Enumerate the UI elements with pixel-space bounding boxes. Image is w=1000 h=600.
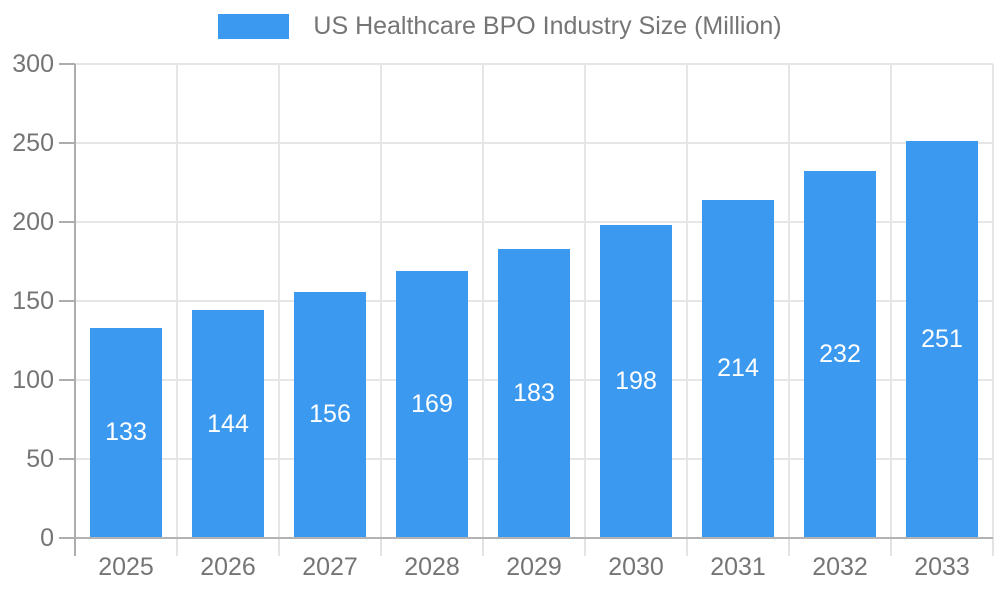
x-axis-tick <box>788 538 790 556</box>
x-axis-label: 2030 <box>608 553 664 581</box>
y-axis-label: 150 <box>12 287 54 315</box>
bar[interactable]: 144 <box>192 310 264 538</box>
gridline-vertical <box>584 64 586 538</box>
bar-value-label: 214 <box>717 354 759 383</box>
bar-value-label: 156 <box>309 400 351 429</box>
x-axis-tick <box>992 538 994 556</box>
y-axis-tick <box>59 379 75 381</box>
y-axis-tick <box>59 458 75 460</box>
x-axis-tick <box>890 538 892 556</box>
x-axis-tick <box>380 538 382 556</box>
y-axis-line <box>74 64 76 556</box>
x-axis-label: 2025 <box>98 553 154 581</box>
gridline-vertical <box>992 64 994 538</box>
bar[interactable]: 183 <box>498 248 570 538</box>
bar-value-label: 169 <box>411 389 453 418</box>
x-axis-tick <box>584 538 586 556</box>
bar-value-label: 133 <box>105 418 147 447</box>
y-axis-tick <box>59 300 75 302</box>
bar[interactable]: 169 <box>396 270 468 538</box>
x-axis-label: 2027 <box>302 553 358 581</box>
y-axis-tick <box>59 142 75 144</box>
x-axis-label: 2028 <box>404 553 460 581</box>
x-axis-label: 2033 <box>914 553 970 581</box>
gridline-vertical <box>176 64 178 538</box>
x-axis-line <box>75 537 993 539</box>
legend-label[interactable]: US Healthcare BPO Industry Size (Million… <box>313 12 782 40</box>
y-axis-label: 250 <box>12 129 54 157</box>
bar-value-label: 183 <box>513 378 555 407</box>
gridline-horizontal <box>75 63 993 65</box>
y-axis-label: 50 <box>26 445 54 473</box>
gridline-vertical <box>380 64 382 538</box>
x-axis-tick <box>176 538 178 556</box>
gridline-vertical <box>482 64 484 538</box>
bar[interactable]: 251 <box>906 141 978 538</box>
x-axis-label: 2029 <box>506 553 562 581</box>
x-axis-tick <box>278 538 280 556</box>
y-axis-tick <box>59 63 75 65</box>
gridline-horizontal <box>75 142 993 144</box>
gridline-vertical <box>890 64 892 538</box>
y-axis-tick <box>59 537 75 539</box>
y-axis-label: 300 <box>12 50 54 78</box>
bar-value-label: 251 <box>921 325 963 354</box>
bar[interactable]: 133 <box>90 327 162 538</box>
x-axis-label: 2032 <box>812 553 868 581</box>
gridline-vertical <box>788 64 790 538</box>
bar-value-label: 144 <box>207 409 249 438</box>
legend: US Healthcare BPO Industry Size (Million… <box>0 12 1000 41</box>
bar[interactable]: 198 <box>600 225 672 538</box>
x-axis-label: 2031 <box>710 553 766 581</box>
gridline-horizontal <box>75 221 993 223</box>
x-axis-tick <box>686 538 688 556</box>
bar[interactable]: 232 <box>804 171 876 538</box>
legend-swatch[interactable] <box>218 14 290 39</box>
bar-value-label: 198 <box>615 367 657 396</box>
bar[interactable]: 214 <box>702 199 774 538</box>
bar[interactable]: 156 <box>294 291 366 538</box>
y-axis-label: 100 <box>12 366 54 394</box>
gridline-vertical <box>278 64 280 538</box>
bar-value-label: 232 <box>819 340 861 369</box>
y-axis-tick <box>59 221 75 223</box>
x-axis-label: 2026 <box>200 553 256 581</box>
y-axis-label: 0 <box>40 524 54 552</box>
x-axis-tick <box>482 538 484 556</box>
y-axis-label: 200 <box>12 208 54 236</box>
gridline-vertical <box>686 64 688 538</box>
